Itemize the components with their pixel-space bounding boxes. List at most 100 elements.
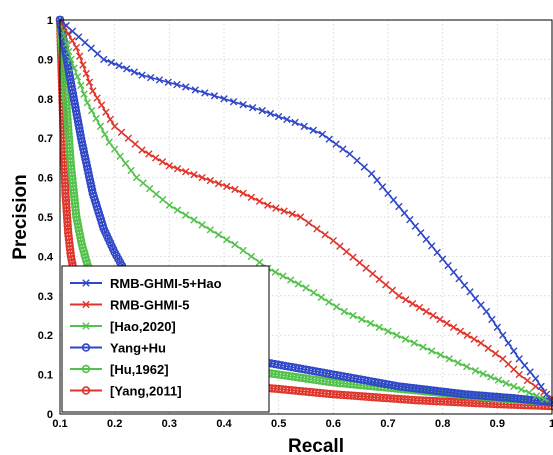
data-point [62, 39, 71, 48]
data-point [525, 389, 533, 397]
x-tick-label: 0.5 [271, 418, 286, 430]
data-point [286, 276, 295, 284]
data-point [68, 27, 77, 35]
data-point [349, 311, 357, 320]
data-point [223, 235, 231, 244]
data-point [510, 347, 518, 355]
data-point [523, 376, 532, 385]
data-point [73, 73, 82, 81]
data-point [443, 319, 451, 328]
data-point [223, 182, 231, 191]
data-point [470, 335, 478, 343]
data-point [106, 115, 114, 123]
data-point [85, 78, 94, 86]
data-point [62, 21, 70, 30]
data-point [100, 55, 108, 64]
data-point [115, 62, 123, 70]
data-point [264, 201, 272, 209]
series-1 [56, 16, 553, 402]
data-point [395, 202, 403, 211]
legend-marker [82, 300, 90, 309]
data-point [152, 190, 160, 198]
data-point [127, 166, 135, 175]
data-point [67, 55, 75, 64]
data-point [477, 301, 485, 309]
data-point [249, 103, 257, 112]
data-point [89, 87, 97, 95]
data-point [201, 89, 209, 97]
data-point [400, 209, 409, 217]
data-point [417, 229, 425, 237]
data-point [444, 261, 452, 270]
data-point [515, 370, 523, 379]
data-point [455, 275, 463, 283]
x-tick-label: 0.7 [380, 418, 395, 430]
data-point [122, 65, 131, 73]
data-point [487, 373, 495, 381]
data-point [145, 150, 153, 158]
data-point [531, 382, 540, 391]
x-tick-label: 1 [549, 418, 553, 430]
data-point [164, 78, 172, 86]
data-point [375, 275, 383, 283]
data-point [360, 163, 369, 171]
legend-marker [81, 343, 91, 352]
data-point [229, 98, 238, 106]
data-point [198, 173, 206, 182]
data-point [318, 130, 327, 138]
data-point [422, 307, 430, 316]
series-2 [56, 16, 553, 406]
data-point [332, 140, 340, 148]
data-point [75, 33, 83, 41]
data-point [449, 268, 458, 276]
data-point [353, 156, 361, 165]
data-point [445, 355, 453, 363]
data-point [88, 106, 96, 115]
data-point [515, 355, 523, 363]
data-point [321, 231, 329, 239]
data-point [255, 197, 264, 205]
legend-item: [Hao,2020] [70, 319, 176, 334]
x-tick-label: 0.9 [490, 418, 505, 430]
data-point [93, 50, 102, 58]
data-point [422, 235, 430, 244]
legend: RMB-GHMI-5+Hao RMB-GHMI-5 [Hao,2020] Yang+H… [61, 265, 270, 413]
legend-item: RMB-GHMI-5 [70, 298, 189, 313]
y-tick-label: 0.9 [38, 54, 53, 66]
data-point [165, 201, 174, 209]
data-point [198, 221, 206, 229]
data-point [155, 76, 164, 84]
data-point [540, 395, 549, 403]
data-point [463, 363, 471, 371]
data-point [294, 280, 303, 288]
data-point [124, 134, 133, 142]
data-point [494, 376, 503, 384]
data-point [190, 170, 198, 179]
data-point [504, 360, 512, 368]
data-point [182, 211, 190, 219]
data-point [102, 108, 110, 116]
data-point [145, 184, 154, 193]
data-point [131, 140, 139, 148]
data-point [173, 80, 181, 89]
data-point [526, 368, 534, 376]
y-tick-label: 0.5 [38, 212, 53, 224]
data-point [389, 196, 398, 204]
data-point [339, 145, 347, 153]
data-point [147, 73, 155, 82]
data-point [484, 344, 492, 353]
data-point [302, 284, 310, 292]
data-point [340, 307, 348, 316]
y-tick-label: 0 [47, 409, 53, 421]
data-point [382, 281, 390, 289]
data-point [388, 286, 397, 294]
data-point [368, 270, 377, 278]
data-point [70, 64, 78, 72]
data-point [406, 215, 414, 224]
data-point [454, 359, 462, 367]
legend-item: [Hu,1962] [70, 362, 169, 377]
x-axis-title: Recall [288, 436, 344, 455]
data-point [96, 122, 105, 131]
data-point [419, 343, 427, 351]
data-point [279, 272, 287, 280]
